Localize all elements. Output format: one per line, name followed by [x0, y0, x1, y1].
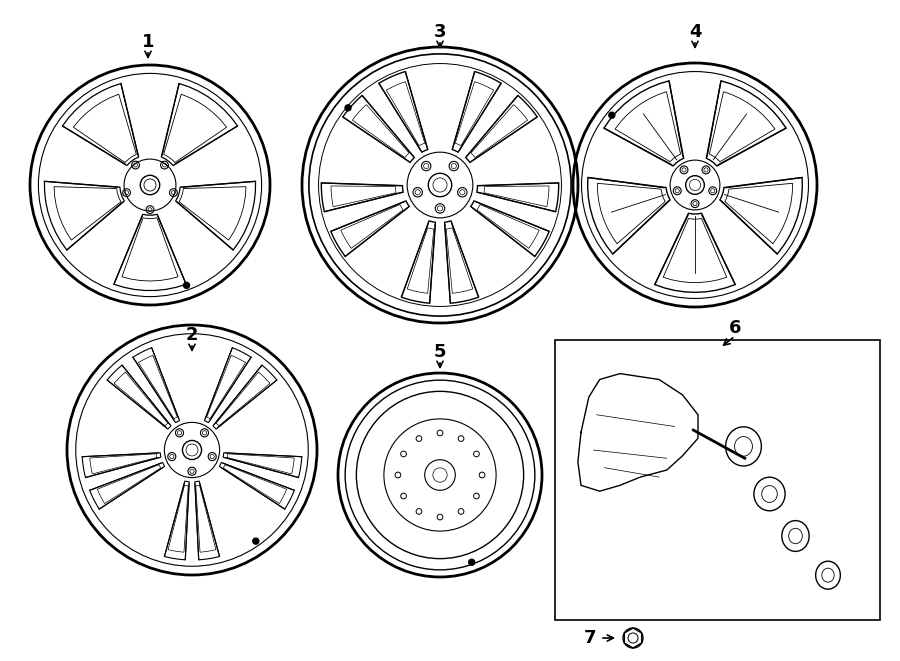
Text: 5: 5 [434, 343, 446, 361]
Text: 2: 2 [185, 326, 198, 344]
Circle shape [686, 176, 705, 194]
Bar [555, 340, 880, 620]
Text: 6: 6 [729, 319, 742, 337]
Circle shape [469, 559, 474, 565]
Circle shape [183, 440, 202, 459]
Text: 3: 3 [434, 23, 446, 41]
Circle shape [140, 175, 159, 195]
Circle shape [345, 105, 351, 111]
Circle shape [384, 419, 496, 531]
Circle shape [425, 459, 455, 490]
Circle shape [670, 160, 720, 210]
Circle shape [184, 282, 190, 288]
Text: 4: 4 [688, 23, 701, 41]
Text: 1: 1 [142, 33, 154, 51]
Circle shape [428, 173, 452, 197]
Circle shape [165, 422, 220, 478]
Circle shape [407, 152, 472, 218]
Circle shape [253, 538, 259, 544]
Circle shape [124, 159, 176, 211]
Circle shape [608, 112, 615, 118]
Text: 7: 7 [584, 629, 596, 647]
